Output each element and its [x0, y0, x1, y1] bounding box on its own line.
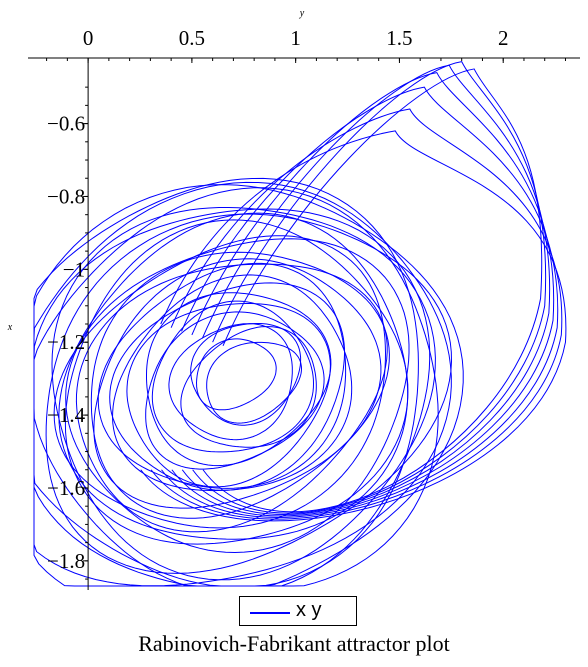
attractor-ring	[93, 258, 382, 509]
attractor-ring	[64, 219, 409, 545]
attractor-ring	[111, 274, 353, 492]
attractor-ring	[206, 341, 303, 424]
attractor-ring	[33, 184, 464, 587]
attractor-ring	[168, 323, 293, 441]
axes: 0 0.5 1 1.5 2 −0.6 −0.8 −1 −1.2 −1.4 −1.6 −1.8 y x	[7, 8, 580, 590]
attractor-ring	[146, 292, 332, 467]
attractor-ring	[75, 263, 388, 533]
x-tick-label: 1	[290, 26, 301, 50]
attractor-ring	[180, 326, 317, 448]
attractor-ring	[65, 238, 410, 554]
x-tick-label: 1.5	[386, 26, 412, 50]
x-tick-label: 2	[498, 26, 509, 50]
x-tick-label: 0	[83, 26, 94, 50]
x-axis-label: y	[299, 8, 305, 19]
attractor-ring	[151, 300, 315, 453]
attractor-lobe	[202, 68, 543, 513]
y-axis-label: x	[7, 322, 13, 333]
legend-swatch	[250, 612, 290, 614]
attractor-ring	[126, 303, 331, 488]
y-tick-label: −1.6	[47, 476, 85, 500]
attractor-ring	[33, 208, 431, 587]
legend-label: x y	[296, 599, 322, 621]
y-tick-label: −0.8	[47, 184, 85, 208]
plot-area	[33, 61, 567, 587]
x-tick-label: 0.5	[179, 26, 205, 50]
y-tick-label: −0.6	[47, 112, 85, 136]
attractor-ring	[195, 338, 277, 411]
y-tick-label: −1.8	[47, 549, 85, 573]
attractor-lobe	[171, 72, 555, 517]
attractor-ring	[109, 282, 345, 491]
attractor-ring	[58, 212, 409, 540]
y-tick-label: −1.4	[47, 403, 86, 427]
attractor-ring	[53, 235, 387, 529]
attractor-ring	[145, 311, 325, 470]
attractor-ring	[97, 262, 347, 489]
legend: x y	[239, 596, 357, 626]
attractor-ring	[190, 323, 302, 426]
attractor-lobe	[181, 64, 551, 515]
y-tick-label: −1	[63, 257, 85, 281]
attractor-ring	[90, 251, 390, 519]
y-tick-label: −1.2	[47, 330, 85, 354]
chart-caption: Rabinovich-Fabrikant attractor plot	[138, 631, 450, 656]
attractor-lobe	[192, 61, 547, 514]
attractor-ring	[45, 213, 453, 574]
attractor-lobe	[161, 86, 559, 518]
